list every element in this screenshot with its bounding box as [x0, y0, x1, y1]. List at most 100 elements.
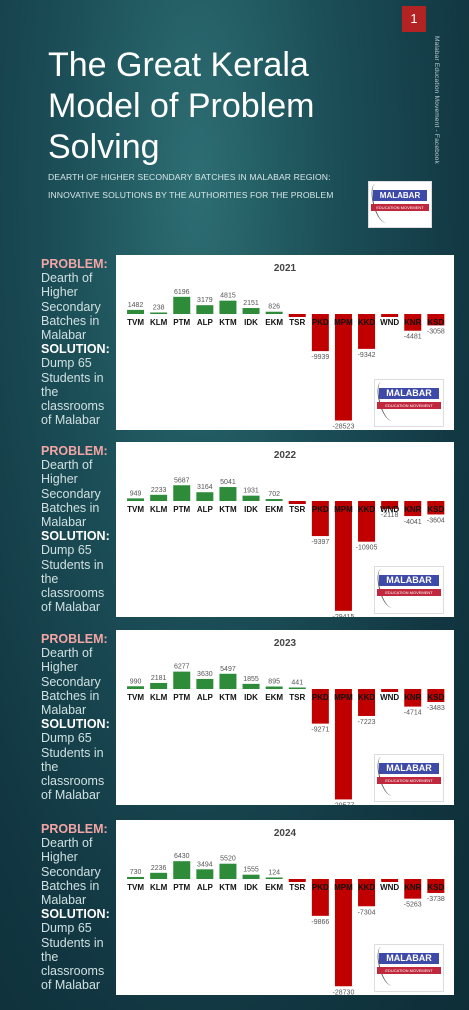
logo-name: MALABAR	[373, 190, 427, 201]
chart-title: 2022	[274, 450, 297, 461]
category-label-klm: KLM	[150, 883, 168, 892]
value-label-kkd: -7223	[358, 719, 376, 726]
value-label-idk: 1931	[243, 488, 259, 495]
chart-panel-2023: 2023 990 TVM 2181 KLM 6277 PTM 3630 ALP 5497 KTM 18…	[116, 630, 454, 805]
bar-tsr	[288, 314, 306, 317]
category-label-ksd: KSD	[427, 318, 444, 327]
category-label-ekm: EKM	[265, 318, 283, 327]
side-text-2023: PROBLEM: Dearth of Higher Secondary Batch…	[41, 632, 116, 802]
bar-ekm	[265, 877, 283, 879]
solution-label: SOLUTION:	[41, 907, 110, 922]
value-label-idk: 1555	[243, 867, 259, 874]
category-label-knr: KNR	[404, 693, 422, 702]
category-label-tsr: TSR	[289, 693, 305, 702]
bar-alp	[196, 492, 214, 501]
problem-text: Dearth of Higher Secondary Batches in Ma…	[41, 271, 101, 343]
subtitle: DEARTH OF HIGHER SECONDARY BATCHES IN MA…	[48, 168, 368, 204]
category-label-pkd: PKD	[312, 693, 329, 702]
kerala-map-icon	[374, 566, 399, 610]
bar-ksd	[427, 689, 445, 703]
value-label-mpm: -28730	[333, 989, 355, 995]
solution-text: Dump 65 Students in the classrooms of Ma…	[41, 921, 105, 993]
panel-logo: MALABAR EDUCATION MOVEMENT	[374, 566, 444, 614]
category-label-mpm: MPM	[334, 505, 353, 514]
bar-tsr	[288, 687, 306, 689]
solution-label: SOLUTION:	[41, 342, 110, 357]
category-label-wnd: WND	[380, 318, 399, 327]
side-text-2022: PROBLEM: Dearth of Higher Secondary Batch…	[41, 444, 116, 614]
category-label-idk: IDK	[244, 318, 258, 327]
value-label-tvm: 730	[130, 869, 142, 876]
value-label-knr: -5263	[404, 902, 422, 909]
category-label-tvm: TVM	[127, 318, 144, 327]
value-label-tvm: 990	[130, 678, 142, 685]
bar-knr	[404, 879, 422, 899]
kerala-map-icon	[374, 379, 399, 423]
category-label-mpm: MPM	[334, 883, 353, 892]
bar-knr	[404, 689, 422, 707]
category-label-ptm: PTM	[173, 505, 190, 514]
category-label-ksd: KSD	[427, 693, 444, 702]
bar-pkd	[311, 501, 329, 537]
category-label-ktm: KTM	[219, 883, 237, 892]
category-label-ktm: KTM	[219, 505, 237, 514]
category-label-tvm: TVM	[127, 505, 144, 514]
category-label-wnd: WND	[380, 505, 399, 514]
logo-tagline: EDUCATION MOVEMENT	[377, 402, 441, 409]
value-label-ktm: 5520	[220, 856, 236, 863]
solution-text: Dump 65 Students in the classrooms of Ma…	[41, 356, 105, 428]
bar-chart-2021: 2021 1482 TVM 238 KLM 6196 PTM 3179 ALP 4815 KTM 21…	[127, 263, 445, 430]
category-label-ksd: KSD	[427, 505, 444, 514]
value-label-ekm: 124	[268, 870, 280, 877]
problem-label: PROBLEM:	[41, 444, 108, 458]
bar-chart-2023: 2023 990 TVM 2181 KLM 6277 PTM 3630 ALP 5497 KTM 18…	[127, 638, 445, 805]
chart-panel-2024: 2024 730 TVM 2236 KLM 6430 PTM 3494 ALP 5520 KTM 15…	[116, 820, 454, 995]
bar-kkd	[358, 314, 376, 349]
category-label-mpm: MPM	[334, 693, 353, 702]
category-label-knr: KNR	[404, 883, 422, 892]
bar-mpm	[334, 689, 352, 800]
solution-text: Dump 65 Students in the classrooms of Ma…	[41, 543, 105, 615]
value-label-pkd: -9271	[311, 727, 329, 734]
category-label-ktm: KTM	[219, 693, 237, 702]
value-label-pkd: -9939	[311, 354, 329, 361]
value-label-ptm: 6277	[174, 664, 190, 671]
value-label-wnd: -2118	[381, 512, 398, 519]
bar-tvm	[127, 309, 145, 314]
category-label-pkd: PKD	[312, 883, 329, 892]
category-label-ptm: PTM	[173, 883, 190, 892]
value-label-ktm: 5497	[220, 666, 236, 673]
side-text-2021: PROBLEM: Dearth of Higher Secondary Batch…	[41, 257, 116, 427]
category-label-knr: KNR	[404, 505, 422, 514]
side-text-2024: PROBLEM: Dearth of Higher Secondary Batch…	[41, 822, 116, 992]
bar-kkd	[358, 879, 376, 907]
bar-ekm	[265, 311, 283, 314]
value-label-ptm: 6430	[174, 853, 190, 860]
bar-ktm	[219, 863, 237, 879]
category-label-alp: ALP	[197, 318, 214, 327]
bar-tvm	[127, 876, 145, 879]
category-label-knr: KNR	[404, 318, 422, 327]
value-label-ekm: 895	[268, 679, 280, 686]
subtitle-line-2: INNOVATIVE SOLUTIONS BY THE AUTHORITIES …	[48, 190, 334, 200]
kerala-map-icon	[374, 944, 399, 988]
bar-klm	[150, 682, 168, 689]
category-label-pkd: PKD	[312, 505, 329, 514]
bar-tvm	[127, 498, 145, 501]
category-label-kkd: KKD	[358, 883, 376, 892]
value-label-pkd: -9866	[311, 919, 329, 926]
kerala-map-icon	[368, 181, 393, 225]
bar-ptm	[173, 296, 191, 314]
value-label-kkd: -10905	[356, 545, 378, 552]
category-label-ktm: KTM	[219, 318, 237, 327]
bar-kkd	[358, 501, 376, 542]
value-label-mpm: -28523	[333, 423, 355, 430]
bar-alp	[196, 678, 214, 689]
bar-idk	[242, 874, 260, 879]
value-label-kkd: -9342	[358, 352, 376, 359]
value-label-ksd: -3483	[427, 705, 445, 712]
value-label-mpm: -29415	[333, 614, 355, 617]
bar-ptm	[173, 485, 191, 501]
bar-mpm	[334, 501, 352, 611]
solution-label: SOLUTION:	[41, 717, 110, 732]
